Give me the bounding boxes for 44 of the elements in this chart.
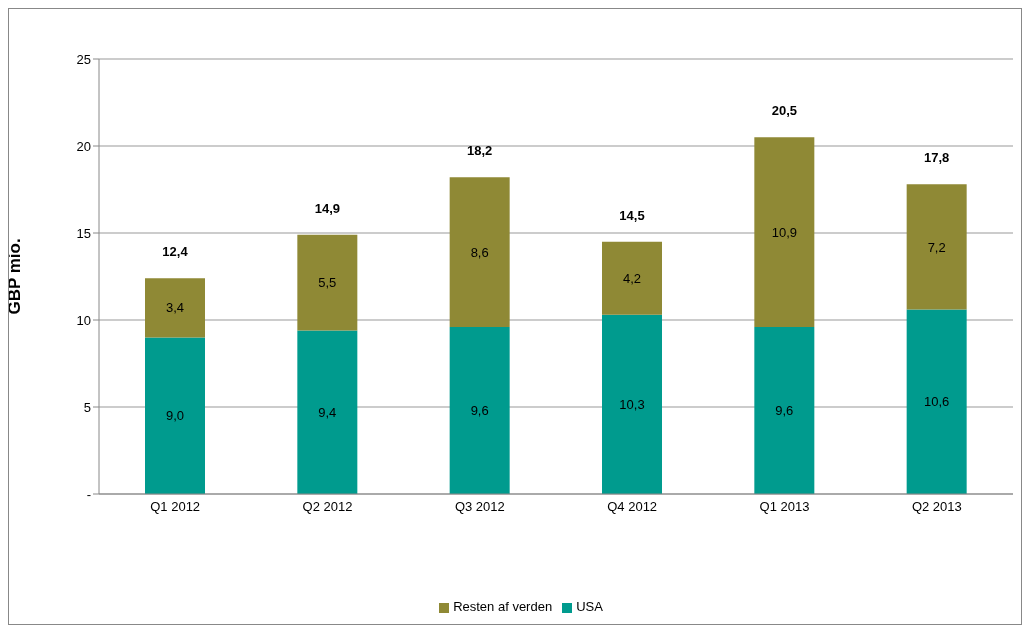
data-label: 10,9	[771, 224, 797, 240]
y-tick-label: 10	[76, 312, 91, 328]
bar	[754, 137, 815, 327]
x-tick-label: Q1 2012	[150, 499, 201, 515]
x-tick-label: Q2 2013	[911, 499, 962, 515]
data-label: 9,6	[775, 403, 794, 419]
data-label: 3,4	[165, 300, 185, 316]
bar	[297, 330, 358, 494]
total-label: 17,8	[924, 150, 950, 166]
y-tick-label: 15	[76, 225, 91, 241]
x-tick-label: Q3 2012	[454, 499, 505, 515]
legend-label: Resten af verden	[453, 599, 553, 614]
bar	[906, 184, 967, 310]
bar	[754, 326, 815, 494]
data-label: 9,6	[470, 403, 489, 419]
total-label: 20,5	[771, 103, 797, 119]
bar	[602, 241, 662, 315]
y-tick-label: 5	[83, 399, 91, 415]
bar	[602, 314, 662, 494]
y-tick-label: 25	[76, 51, 91, 67]
bar	[906, 309, 967, 494]
data-label: 10,6	[924, 394, 950, 410]
data-label: 5,5	[318, 275, 337, 291]
y-tick-label: -	[86, 486, 91, 502]
data-label: 9,4	[318, 404, 337, 420]
data-label: 9,0	[165, 408, 185, 424]
data-label: 4,2	[622, 270, 642, 286]
x-tick-label: Q1 2013	[759, 499, 810, 515]
data-label: 7,2	[927, 239, 946, 255]
bar	[449, 326, 510, 494]
bar	[449, 177, 510, 327]
x-tick-label: Q2 2012	[302, 499, 353, 515]
x-tick-label: Q4 2012	[607, 499, 658, 515]
bar	[145, 337, 205, 494]
total-label: 14,5	[619, 207, 645, 223]
data-label: 8,6	[470, 244, 489, 260]
y-tick-label: 20	[76, 138, 91, 154]
total-label: 14,9	[314, 200, 340, 216]
total-label: 18,2	[467, 143, 493, 159]
total-label: 12,4	[162, 244, 189, 260]
bar	[297, 234, 358, 331]
data-label: 10,3	[619, 397, 645, 413]
legend-label: USA	[576, 599, 603, 614]
bar	[145, 278, 205, 338]
